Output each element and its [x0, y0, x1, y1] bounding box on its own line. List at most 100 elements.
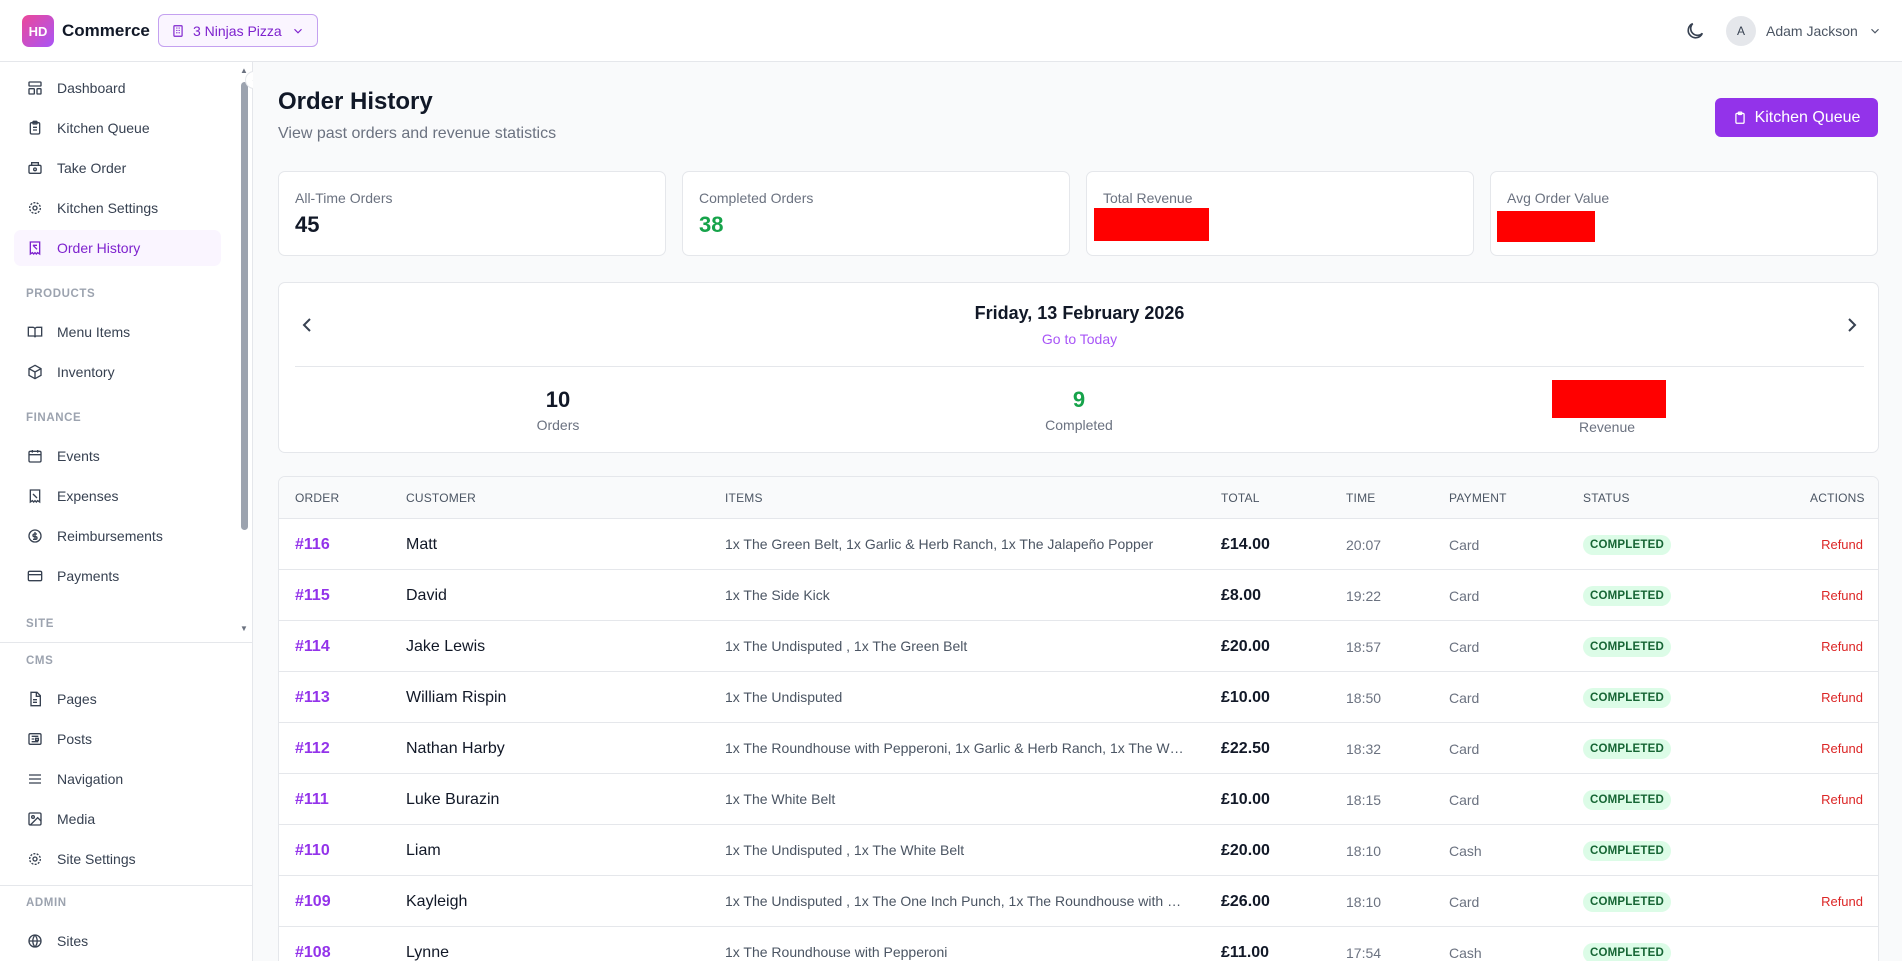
user-menu[interactable]: A Adam Jackson — [1726, 14, 1882, 48]
stat-label: Completed Orders — [699, 190, 814, 206]
sidebar-item-kitchen-queue[interactable]: Kitchen Queue — [14, 110, 221, 146]
sidebar-item-label: Menu Items — [57, 324, 131, 340]
sidebar-item-events[interactable]: Events — [14, 438, 221, 474]
stat-card-all-time-orders: All-Time Orders 45 — [278, 171, 666, 256]
refund-button[interactable]: Refund — [1821, 792, 1863, 807]
refund-button[interactable]: Refund — [1821, 894, 1863, 909]
menu-icon — [29, 774, 41, 784]
sidebar-item-inventory[interactable]: Inventory — [14, 354, 221, 390]
sidebar-item-posts[interactable]: Posts — [14, 721, 221, 757]
order-number-link[interactable]: #115 — [295, 586, 330, 604]
stat-label: Total Revenue — [1103, 190, 1193, 206]
customer-name: Lynne — [406, 943, 449, 961]
order-items: 1x The Roundhouse with Pepperoni — [725, 944, 948, 960]
order-number-link[interactable]: #113 — [295, 688, 330, 706]
table-row[interactable]: #113 William Rispin 1x The Undisputed £10.0… — [279, 672, 1878, 723]
main-content: Order History View past orders and reven… — [253, 62, 1902, 961]
order-number-link[interactable]: #108 — [295, 943, 331, 961]
user-name: Adam Jackson — [1766, 23, 1858, 39]
sidebar-item-menu-items[interactable]: Menu Items — [14, 314, 221, 350]
order-time: 18:15 — [1346, 791, 1382, 808]
go-to-today-link[interactable]: Go to Today — [1041, 331, 1118, 347]
sidebar-item-label: Inventory — [57, 364, 115, 380]
theme-toggle-button[interactable] — [1684, 20, 1706, 42]
sidebar-item-media[interactable]: Media — [14, 801, 221, 837]
sidebar-item-label: Take Order — [57, 160, 127, 176]
day-completed-label: Completed — [1045, 417, 1113, 433]
refund-button[interactable]: Refund — [1821, 741, 1863, 756]
sidebar-item-label: Expenses — [57, 488, 119, 504]
table-row[interactable]: #109 Kayleigh 1x The Undisputed , 1x The O… — [279, 876, 1878, 927]
table-row[interactable]: #108 Lynne 1x The Roundhouse with Pepperon… — [279, 927, 1878, 961]
table-row[interactable]: #110 Liam 1x The Undisputed , 1x The White… — [279, 825, 1878, 876]
box-icon — [28, 364, 42, 380]
status-badge: COMPLETED — [1583, 687, 1671, 708]
sidebar-item-label: Kitchen Settings — [57, 200, 159, 216]
section-label-products: PRODUCTS — [26, 288, 96, 300]
column-header-status: STATUS — [1583, 491, 1630, 505]
actions-cell: Refund — [1759, 723, 1863, 774]
day-orders-stat: 10 Orders — [428, 387, 688, 433]
table-row[interactable]: #115 David 1x The Side Kick £8.00 19:22 Card C… — [279, 570, 1878, 621]
actions-cell: Refund — [1759, 774, 1863, 825]
sidebar-item-site-settings[interactable]: Site Settings — [14, 841, 221, 877]
receipt-icon — [29, 241, 41, 256]
section-label-site: SITE — [26, 618, 54, 630]
table-row[interactable]: #116 Matt 1x The Green Belt, 1x Garlic & H… — [279, 519, 1878, 570]
section-label-finance: FINANCE — [26, 412, 82, 424]
customer-name: Nathan Harby — [406, 739, 505, 757]
refund-button[interactable]: Refund — [1821, 639, 1863, 654]
next-day-button[interactable] — [1840, 313, 1864, 337]
customer-name: Jake Lewis — [406, 637, 486, 655]
image-icon — [28, 812, 42, 826]
previous-day-button[interactable] — [295, 313, 319, 337]
refund-button[interactable]: Refund — [1821, 690, 1863, 705]
clipboard-icon — [29, 120, 41, 135]
sidebar-item-label: Order History — [57, 240, 141, 256]
sidebar-item-dashboard[interactable]: Dashboard — [14, 70, 221, 106]
sidebar-item-kitchen-settings[interactable]: Kitchen Settings — [14, 190, 221, 226]
order-items: 1x The Undisputed , 1x The Green Belt — [725, 638, 968, 654]
sidebar-item-navigation[interactable]: Navigation — [14, 761, 221, 797]
chevron-down-icon — [294, 28, 302, 34]
sidebar-item-take-order[interactable]: Take Order — [14, 150, 221, 186]
customer-name: Liam — [406, 841, 441, 859]
sidebar-scroll-area[interactable]: Dashboard Kitchen Queue Take Order Kitch… — [0, 62, 252, 642]
stat-value: 45 — [295, 212, 320, 237]
order-number-link[interactable]: #111 — [295, 790, 329, 808]
sidebar-item-reimbursements[interactable]: Reimbursements — [14, 518, 221, 554]
order-number-link[interactable]: #112 — [295, 739, 330, 757]
sidebar-item-sites[interactable]: Sites — [14, 923, 221, 959]
kitchen-queue-button[interactable]: Kitchen Queue — [1715, 98, 1878, 137]
order-number-link[interactable]: #110 — [295, 841, 330, 859]
order-total: £8.00 — [1221, 586, 1262, 604]
order-number-link[interactable]: #116 — [295, 535, 330, 553]
scroll-up-arrow-icon[interactable]: ▲ — [240, 66, 248, 75]
customer-name: David — [406, 586, 447, 604]
actions-cell — [1759, 927, 1863, 961]
sidebar-scrollbar-thumb[interactable] — [241, 82, 248, 530]
order-total: £22.50 — [1221, 739, 1270, 757]
moon-icon — [1687, 22, 1704, 39]
tenant-selector[interactable]: 3 Ninjas Pizza — [158, 14, 318, 47]
day-completed-value: 9 — [1072, 387, 1086, 412]
chevron-left-icon — [302, 318, 311, 332]
status-badge: COMPLETED — [1583, 636, 1671, 657]
table-row[interactable]: #111 Luke Burazin 1x The White Belt £10.00 1… — [279, 774, 1878, 825]
refund-button[interactable]: Refund — [1821, 537, 1863, 552]
refund-button[interactable]: Refund — [1821, 588, 1863, 603]
sidebar-item-expenses[interactable]: Expenses — [14, 478, 221, 514]
order-number-link[interactable]: #114 — [295, 637, 330, 655]
sidebar-item-label: Sites — [57, 933, 89, 949]
sidebar-item-order-history[interactable]: Order History — [14, 230, 221, 266]
table-row[interactable]: #114 Jake Lewis 1x The Undisputed , 1x The… — [279, 621, 1878, 672]
globe-icon — [28, 934, 42, 948]
status-cell: COMPLETED — [1583, 825, 1703, 876]
table-row[interactable]: #112 Nathan Harby 1x The Roundhouse with P… — [279, 723, 1878, 774]
sidebar-item-payments[interactable]: Payments — [14, 558, 221, 594]
order-number-link[interactable]: #109 — [295, 892, 331, 910]
sidebar-item-pages[interactable]: Pages — [14, 681, 221, 717]
order-time: 18:57 — [1346, 638, 1382, 655]
order-items: 1x The Roundhouse with Pepperoni, 1x Gar… — [725, 740, 1185, 756]
scroll-down-arrow-icon[interactable]: ▼ — [240, 624, 248, 633]
